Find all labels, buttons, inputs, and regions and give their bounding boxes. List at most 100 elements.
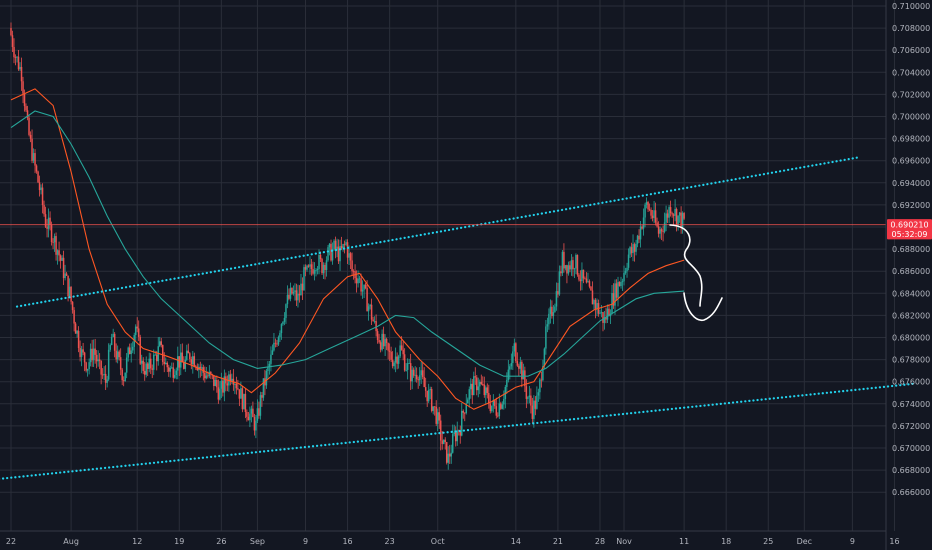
x-tick-label: 9 xyxy=(303,537,308,546)
candle-down xyxy=(101,374,104,376)
candle-up xyxy=(414,374,416,376)
moving-average-slow-line xyxy=(10,110,685,377)
y-tick-label: 0.708000 xyxy=(892,24,930,33)
candle-down xyxy=(10,28,12,36)
candle-up xyxy=(369,304,371,307)
candle-up xyxy=(558,271,561,295)
y-tick-label: 0.698000 xyxy=(892,135,930,144)
candle-up xyxy=(32,153,35,161)
candle-down xyxy=(235,383,238,389)
candle-down xyxy=(464,412,466,414)
y-tick-label: 0.694000 xyxy=(892,179,930,188)
candle-down xyxy=(222,380,224,393)
candle-down xyxy=(26,110,29,118)
candle-up xyxy=(506,379,508,387)
candle-down xyxy=(488,393,490,404)
plot-area xyxy=(0,22,914,480)
candle-up xyxy=(600,312,603,313)
candle-down xyxy=(38,182,41,191)
candle-up xyxy=(148,358,150,369)
moving-averages xyxy=(10,88,685,410)
candle-down xyxy=(213,375,215,386)
arrow-head xyxy=(683,292,723,321)
candle-up xyxy=(677,215,679,226)
candle-down xyxy=(495,406,498,416)
arrow-shaft xyxy=(669,224,703,307)
candle-up xyxy=(542,366,544,381)
candle-up xyxy=(626,267,628,272)
candle-down xyxy=(226,383,229,386)
candle-down xyxy=(524,370,526,387)
candle-down xyxy=(579,279,582,282)
candle-up xyxy=(442,439,445,444)
candle-down xyxy=(683,213,685,219)
candle-up xyxy=(267,366,269,371)
candle-up xyxy=(453,432,455,435)
candle-down xyxy=(633,244,636,252)
candle-up xyxy=(573,268,576,270)
candle-down xyxy=(482,384,484,385)
candle-down xyxy=(77,330,80,349)
current-price-label: 0.690210 xyxy=(890,221,928,230)
candle-up xyxy=(456,430,458,442)
candle-up xyxy=(635,243,637,252)
y-tick-label: 0.702000 xyxy=(892,90,930,99)
candle-up xyxy=(361,289,364,292)
candle-up xyxy=(465,403,468,414)
candle-down xyxy=(261,395,263,398)
candle-down xyxy=(59,255,62,261)
y-tick-label: 0.674000 xyxy=(892,400,930,409)
candle-up xyxy=(411,369,413,382)
x-axis-ticks: 22 Aug 12 19 26 Sep 9 16 23 Oct 14 21 28 Nov 11 18 25 Dec… xyxy=(6,537,900,546)
candle-up xyxy=(617,281,619,298)
candle-down xyxy=(166,362,169,368)
candle-down xyxy=(334,240,337,251)
candle-down xyxy=(65,273,68,276)
candle-up xyxy=(56,250,59,255)
candle-up xyxy=(611,293,613,314)
candle-down xyxy=(454,432,457,442)
candle-up xyxy=(645,202,648,205)
candle-up xyxy=(89,348,92,363)
candle-up xyxy=(429,389,431,391)
candle-up xyxy=(219,388,221,400)
candle-down xyxy=(337,246,340,262)
candle-down xyxy=(241,388,244,410)
candle-down xyxy=(433,406,436,408)
candle-down xyxy=(576,254,579,275)
candle-up xyxy=(567,265,570,274)
candle-down xyxy=(11,35,14,48)
candle-up xyxy=(599,312,601,314)
candle-down xyxy=(181,352,184,363)
candle-down xyxy=(295,290,298,301)
candle-down xyxy=(238,389,241,399)
candle-up xyxy=(399,345,401,357)
candle-down xyxy=(73,310,75,324)
candle-down xyxy=(100,360,102,375)
countdown-badge xyxy=(887,228,932,240)
y-tick-label: 0.710000 xyxy=(892,2,930,11)
candle-up xyxy=(503,398,505,405)
candle-down xyxy=(46,226,48,229)
candle-down xyxy=(602,312,604,323)
x-tick-label: 28 xyxy=(595,537,605,546)
candle-down xyxy=(62,257,65,279)
candle-down xyxy=(588,281,591,287)
candle-up xyxy=(367,306,370,312)
candle-up xyxy=(555,291,558,307)
candle-down xyxy=(530,395,532,406)
moving-average-fast-line xyxy=(10,88,685,410)
candle-up xyxy=(509,366,511,370)
candle-down xyxy=(70,286,72,302)
candle-down xyxy=(23,93,26,107)
candle-down xyxy=(494,400,496,407)
candle-down xyxy=(291,287,293,294)
candle-down xyxy=(360,278,362,292)
x-tick-label: 22 xyxy=(6,537,16,546)
candle-up xyxy=(492,400,495,406)
candle-down xyxy=(423,376,425,388)
candle-down xyxy=(379,342,382,350)
candle-down xyxy=(122,380,125,382)
